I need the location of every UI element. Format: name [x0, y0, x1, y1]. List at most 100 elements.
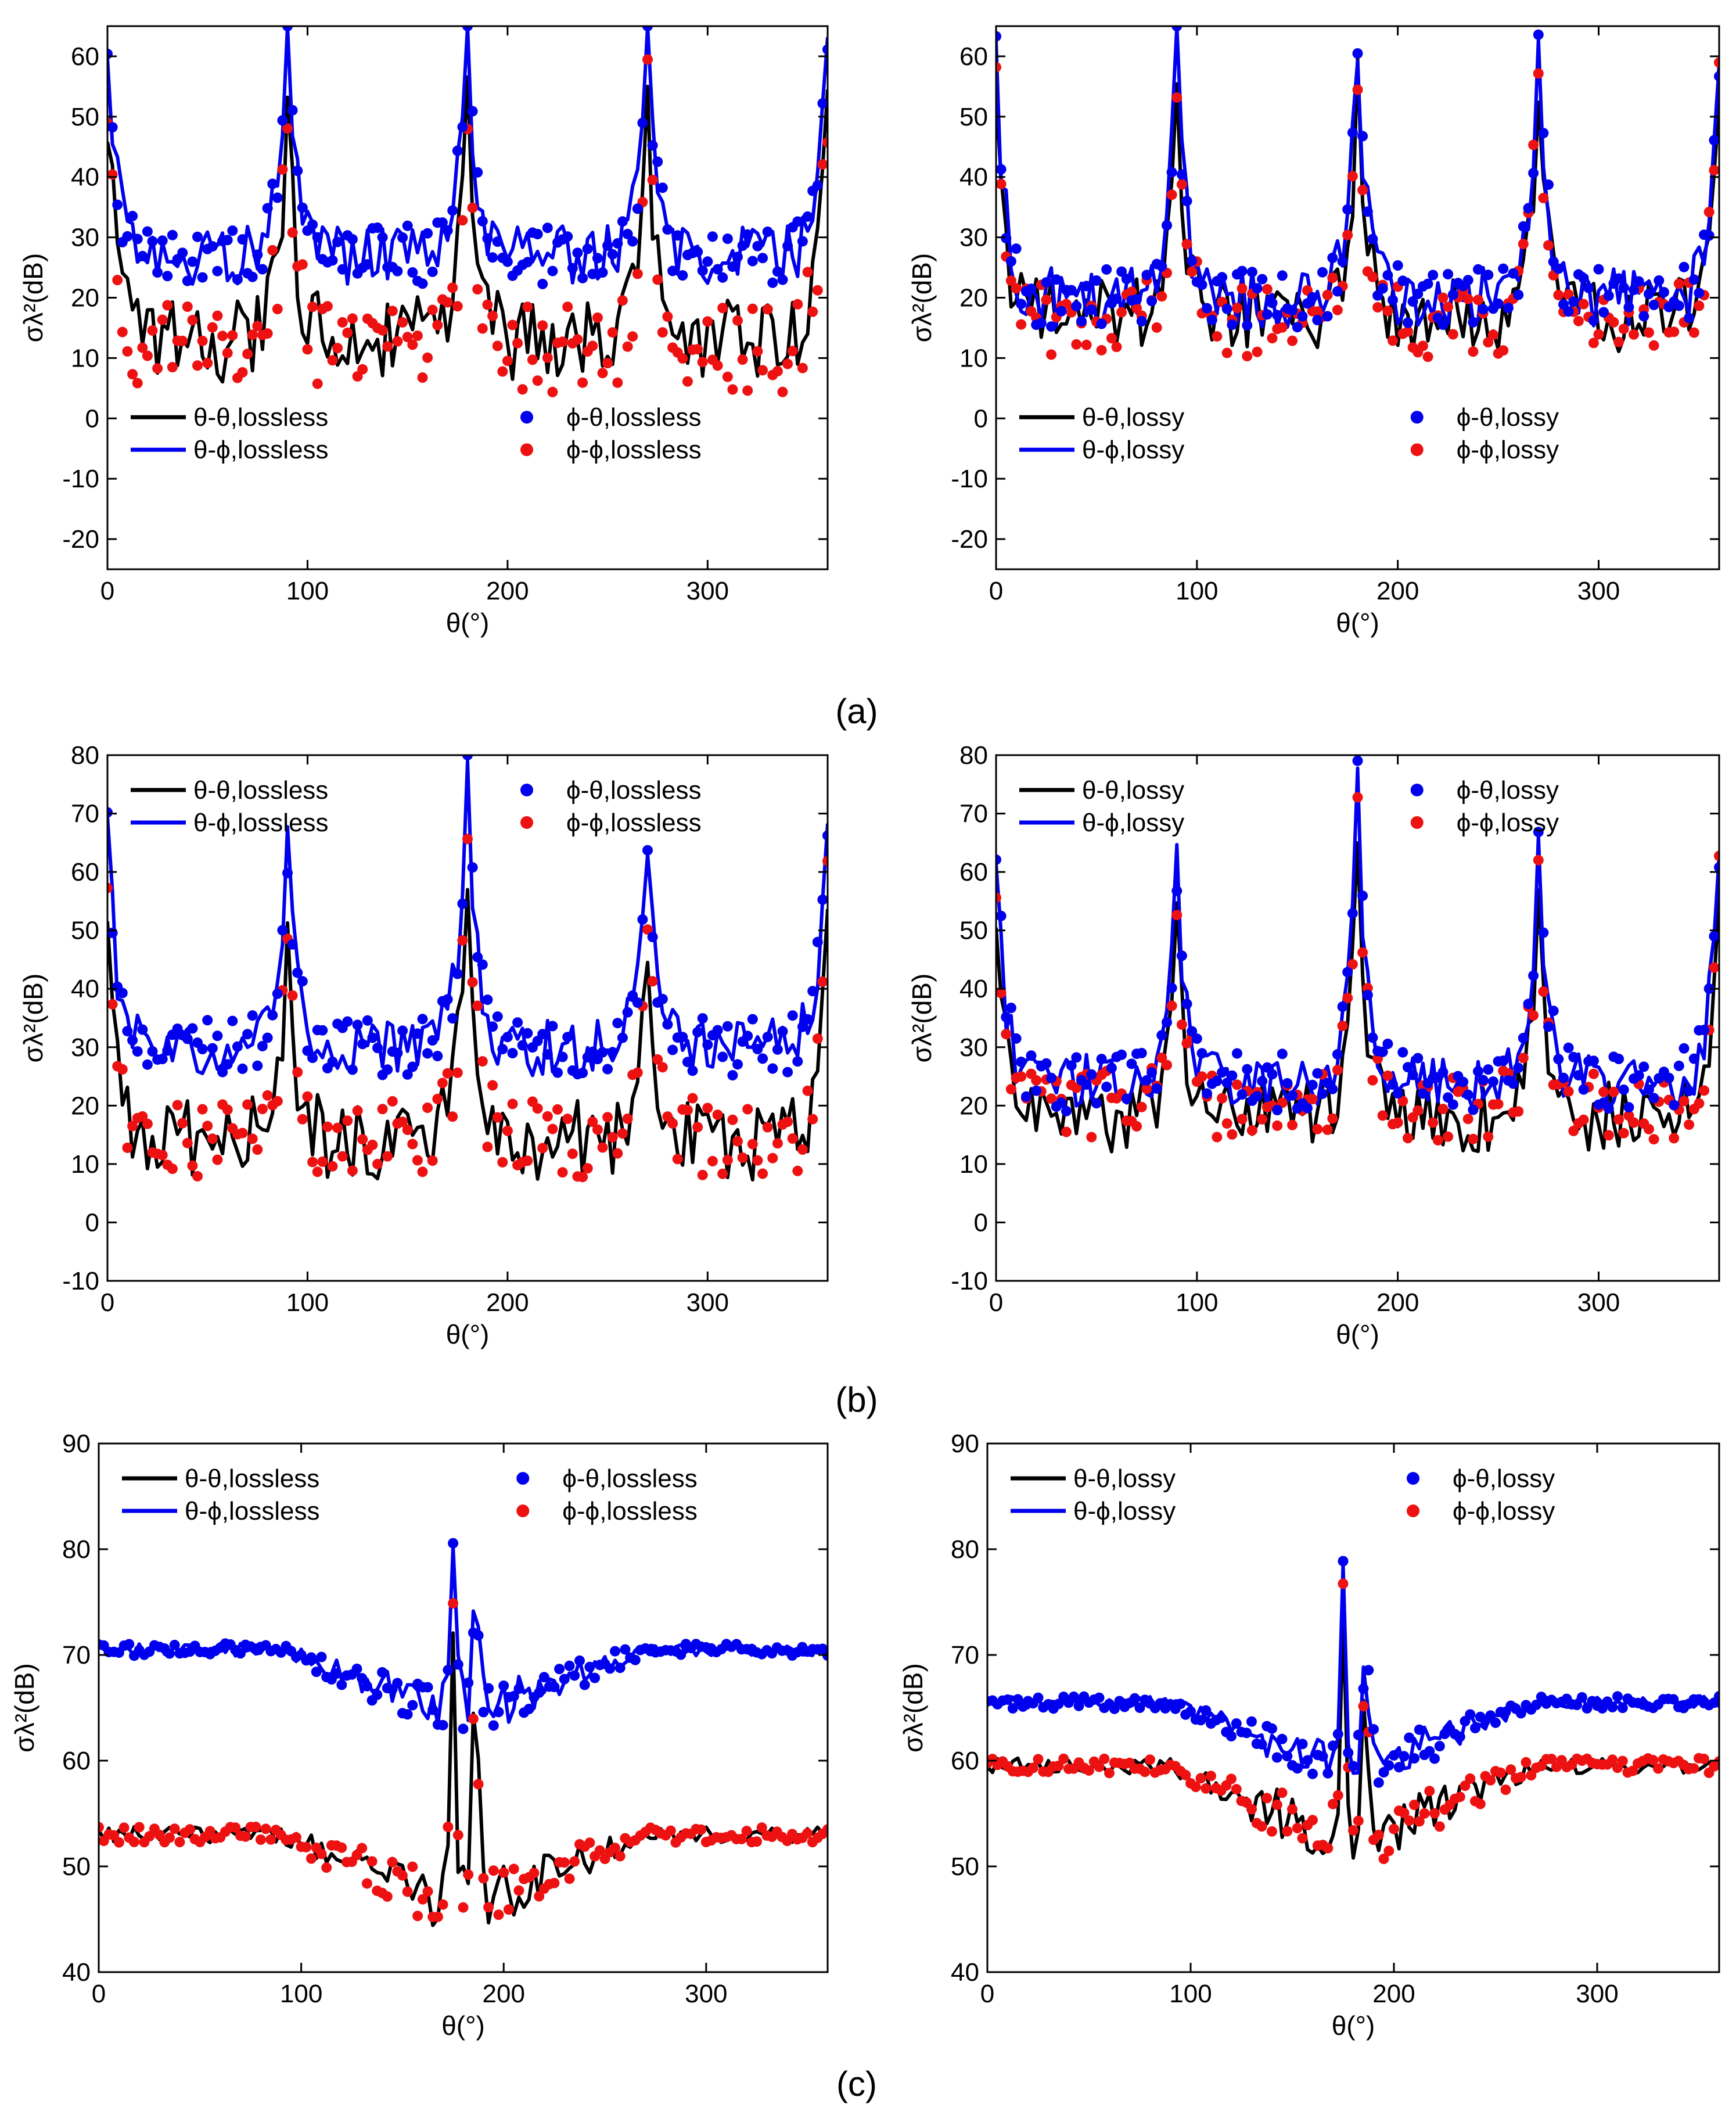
data-point — [1241, 1728, 1252, 1739]
data-point — [697, 1013, 708, 1024]
data-point — [1403, 317, 1413, 328]
data-point — [1470, 1722, 1480, 1733]
data-point — [1424, 1746, 1435, 1757]
data-point — [1187, 256, 1198, 266]
data-point — [1513, 1106, 1524, 1117]
data-point — [1171, 92, 1183, 103]
data-point — [321, 1862, 332, 1873]
data-point — [1282, 1078, 1293, 1089]
data-point — [287, 227, 298, 238]
data-point — [1490, 1717, 1501, 1728]
data-point — [1588, 337, 1599, 349]
data-point — [590, 1672, 601, 1683]
data-point — [1056, 1097, 1067, 1108]
data-point — [747, 1139, 758, 1150]
data-point — [1613, 273, 1624, 284]
data-point — [1498, 345, 1509, 356]
data-point — [177, 247, 188, 258]
data-point — [1094, 1692, 1105, 1703]
data-point — [594, 1845, 605, 1856]
data-point — [247, 271, 258, 282]
data-point — [1503, 303, 1514, 314]
data-point — [777, 1026, 788, 1037]
data-point — [262, 1032, 273, 1043]
data-point — [1026, 283, 1037, 295]
data-point — [1058, 1753, 1069, 1764]
data-point — [1271, 1752, 1282, 1763]
data-point — [242, 349, 253, 360]
data-point — [574, 1655, 585, 1666]
data-point — [1141, 270, 1152, 281]
data-point — [612, 377, 623, 388]
data-point — [564, 1660, 575, 1671]
data-point — [402, 1709, 413, 1720]
data-point — [1694, 288, 1705, 299]
data-point — [577, 1172, 588, 1183]
y-axis-label: σλ²(dB) — [907, 974, 937, 1063]
data-point — [113, 1837, 124, 1848]
data-point — [802, 211, 813, 222]
plot-area-frame — [986, 1442, 1720, 1973]
data-point — [1468, 1133, 1479, 1144]
data-point — [1648, 299, 1659, 310]
data-point — [392, 265, 403, 277]
data-point — [602, 358, 613, 369]
data-point — [1086, 304, 1097, 315]
data-point — [782, 1067, 793, 1078]
data-point — [222, 235, 233, 246]
data-point — [1206, 1771, 1216, 1782]
data-point — [127, 1035, 138, 1046]
data-point — [1403, 1062, 1413, 1073]
data-point — [1146, 1067, 1157, 1078]
data-point — [617, 216, 628, 227]
chart-a-lossy: 0 100 200 300 -20 -10 0 10 20 30 40 50 60 θ(°) σλ²(dB)… — [907, 25, 1720, 638]
data-point — [1221, 303, 1232, 314]
data-point — [427, 1035, 438, 1046]
data-point — [467, 202, 478, 213]
data-point — [1607, 1701, 1618, 1712]
data-point — [1495, 1767, 1506, 1778]
data-point — [1312, 1068, 1323, 1079]
data-point — [463, 1677, 474, 1688]
y-tick-label: 50 — [959, 103, 988, 131]
data-point — [1181, 999, 1192, 1010]
data-point — [662, 1019, 673, 1030]
data-point — [1212, 1075, 1223, 1086]
data-point — [432, 1911, 443, 1922]
data-point — [1277, 322, 1288, 333]
data-point — [512, 1017, 523, 1028]
data-point — [167, 229, 178, 240]
data-point — [118, 1822, 130, 1833]
data-point — [1181, 1038, 1192, 1048]
data-point — [1190, 1782, 1201, 1793]
data-point — [542, 222, 553, 234]
data-point — [1252, 1091, 1263, 1102]
data-point — [482, 299, 493, 310]
data-point — [652, 274, 663, 285]
data-point — [1417, 1088, 1428, 1099]
data-point — [372, 1158, 383, 1169]
data-point — [182, 1033, 193, 1044]
data-point — [157, 1150, 168, 1161]
legend: θ-θ,lossless θ-ϕ,lossless ϕ-θ,lossless ϕ-ϕ,… — [131, 776, 702, 837]
data-point — [1513, 1062, 1524, 1073]
data-point — [1403, 326, 1413, 337]
chart-c-lossless: 0 100 200 300 40 50 60 70 80 90 θ(°) σλ²(dB) θ-θ,los… — [9, 1430, 829, 2041]
data-point — [1483, 270, 1494, 281]
legend: θ-θ,lossy θ-ϕ,lossy ϕ-θ,lossy ϕ-ϕ,lossy — [1019, 403, 1559, 464]
data-point — [1126, 1058, 1137, 1069]
data-point — [1422, 351, 1433, 362]
data-point — [513, 1683, 524, 1694]
data-point — [212, 1030, 223, 1042]
data-point — [129, 1836, 139, 1847]
data-point — [262, 203, 273, 214]
data-point — [1071, 1052, 1082, 1063]
data-point — [282, 123, 293, 134]
data-point — [1342, 229, 1353, 240]
data-point — [707, 1156, 718, 1166]
data-point — [1523, 203, 1534, 214]
data-point — [1287, 1119, 1298, 1130]
data-point — [792, 1165, 803, 1176]
series-group — [107, 26, 828, 397]
data-point — [1005, 275, 1016, 286]
